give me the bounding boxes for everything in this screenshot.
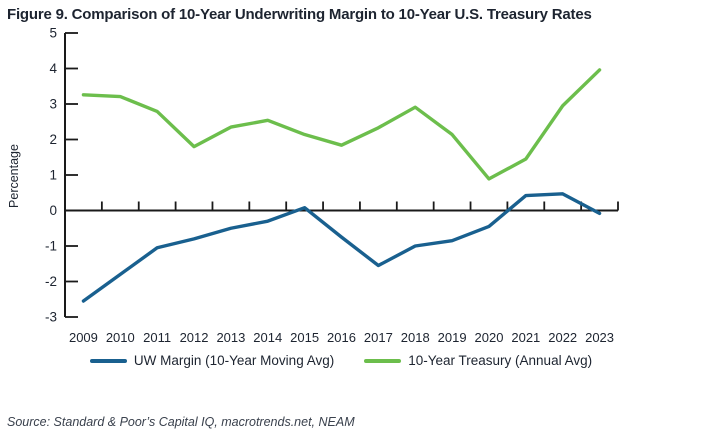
chart-area: 5 4 3 2 1 0 -1 -2 -3 2009 2010 2011 2012 2013 2014 2015…: [45, 26, 619, 345]
y-tick-label: 2: [49, 132, 57, 147]
legend-swatch-uw-margin-icon: [89, 358, 127, 363]
source-note: Source: Standard & Poor’s Capital IQ, ma…: [7, 415, 355, 429]
y-tick-label: 4: [49, 61, 57, 76]
y-tick-label: 3: [49, 97, 57, 112]
y-tick-label: 1: [49, 168, 57, 183]
figure-title: Figure 9. Comparison of 10-Year Underwri…: [7, 6, 592, 23]
x-year-label: 2019: [438, 330, 467, 345]
legend-swatch-treasury-icon: [364, 358, 402, 363]
x-year-label: 2021: [511, 330, 540, 345]
x-year-label: 2023: [585, 330, 614, 345]
series-line-uw-margin: [81, 192, 602, 303]
x-year-label: 2009: [69, 330, 98, 345]
y-tick-label: -1: [45, 239, 57, 254]
y-tick-label: -3: [45, 310, 57, 325]
x-year-label: 2014: [253, 330, 282, 345]
chart-legend: UW Margin (10-Year Moving Avg) 10-Year T…: [0, 353, 682, 368]
x-year-label: 2018: [401, 330, 430, 345]
legend-item-treasury: 10-Year Treasury (Annual Avg): [364, 353, 592, 368]
x-year-label: 2017: [364, 330, 393, 345]
legend-label-uw-margin: UW Margin (10-Year Moving Avg): [133, 353, 335, 368]
x-year-label: 2011: [143, 330, 171, 345]
line-chart: 5 4 3 2 1 0 -1 -2 -3 2009 2010 2011 2012 2013 2014 2015…: [45, 26, 619, 345]
x-year-label: 2013: [216, 330, 245, 345]
series-line-treasury: [81, 68, 602, 181]
legend-label-treasury: 10-Year Treasury (Annual Avg): [408, 353, 593, 368]
x-year-label: 2022: [548, 330, 577, 345]
y-axis-title: Percentage: [7, 144, 21, 208]
x-year-label: 2020: [475, 330, 504, 345]
legend-item-uw-margin: UW Margin (10-Year Moving Avg): [89, 353, 335, 368]
y-tick-label: 5: [49, 26, 57, 41]
y-tick-label: 0: [49, 203, 57, 218]
x-year-label: 2012: [180, 330, 209, 345]
x-year-label: 2015: [290, 330, 319, 345]
x-year-label: 2010: [106, 330, 135, 345]
y-tick-label: -2: [45, 274, 57, 289]
x-year-label: 2016: [327, 330, 356, 345]
